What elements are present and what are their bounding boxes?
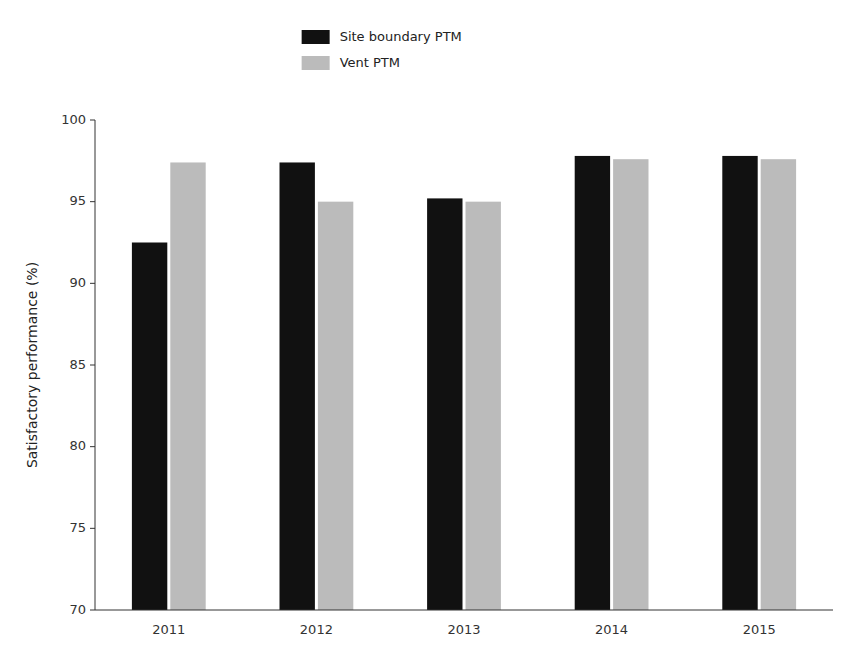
bar [170,162,205,610]
bar [761,159,796,610]
y-tick [90,365,95,366]
x-tick-label: 2012 [300,622,333,637]
x-tick-label: 2011 [152,622,185,637]
bar [466,202,501,610]
y-tick [90,446,95,447]
x-axis-line [95,610,833,611]
x-tick-label: 2015 [743,622,776,637]
chart: 70 75 80 85 90 95 100 2011 2012 2013 2014 2015 Satis… [0,0,863,670]
y-tick-label: 85 [69,357,86,372]
legend-swatch [302,30,330,44]
legend: Site boundary PTM Vent PTM [302,29,462,71]
x-tick-label: 2013 [447,622,480,637]
y-tick-label: 90 [69,275,86,290]
y-tick-label: 70 [69,602,86,617]
y-tick-label: 95 [69,193,86,208]
y-tick-label: 100 [61,112,86,127]
bar [427,198,462,610]
bars [132,156,796,610]
axes: 70 75 80 85 90 95 100 2011 2012 2013 2014 2015 [61,112,833,638]
bar [132,243,167,611]
bar [575,156,610,610]
bar [318,202,353,610]
bar [613,159,648,610]
y-tick [90,120,95,121]
legend-label: Vent PTM [340,55,400,70]
page: {"chart_data": {"type": "bar", "y_label"… [0,0,863,670]
legend-label: Site boundary PTM [340,29,462,44]
y-tick-label: 80 [69,438,86,453]
y-tick-label: 75 [69,520,86,535]
bar [280,162,315,610]
y-tick [90,201,95,202]
y-tick [90,283,95,284]
y-axis-label: Satisfactory performance (%) [24,262,40,468]
x-tick-label: 2014 [595,622,628,637]
y-tick [90,610,95,611]
y-tick [90,528,95,529]
chart-container: 70 75 80 85 90 95 100 2011 2012 2013 2014 2015 Satis… [0,0,863,670]
bar [722,156,757,610]
legend-swatch [302,56,330,70]
